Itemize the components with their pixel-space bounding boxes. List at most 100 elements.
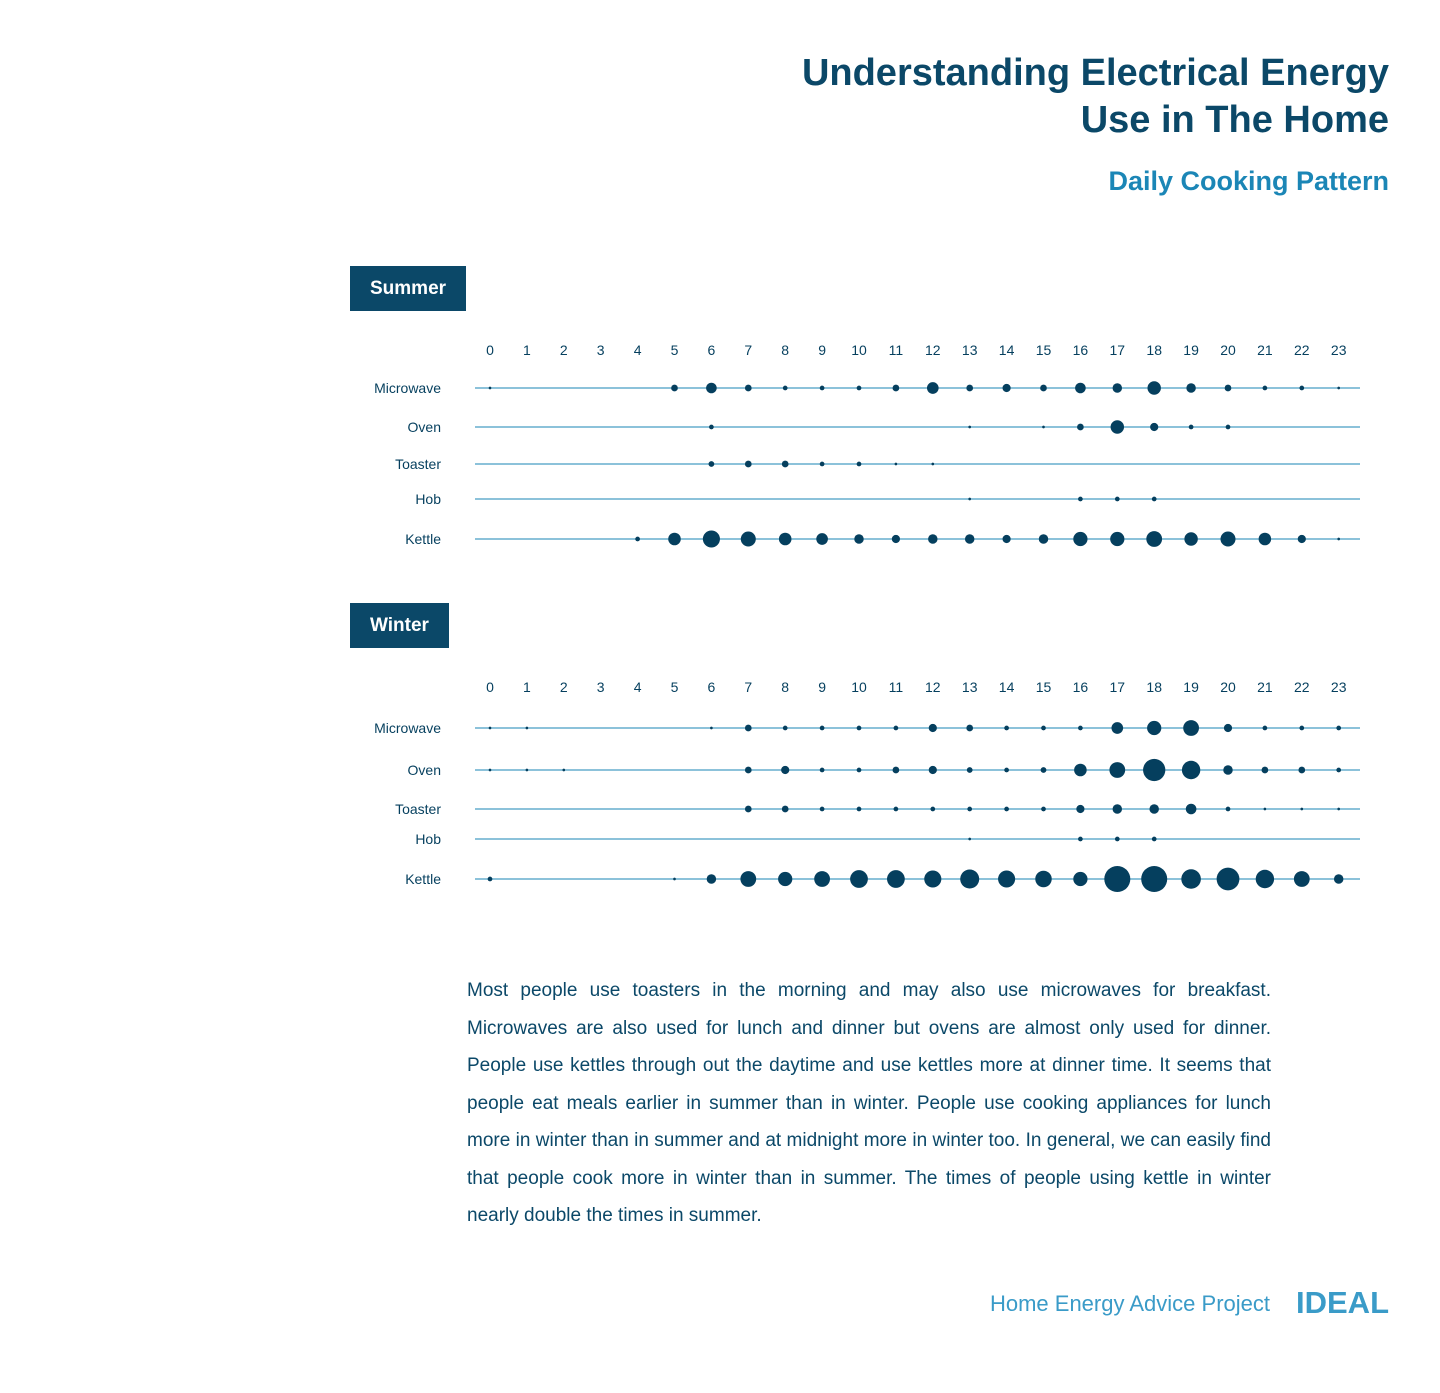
winter-oven-bubble-17 — [1109, 762, 1126, 778]
summer-hour-tick-4: 4 — [634, 342, 642, 358]
summer-kettle-bubble-20 — [1220, 531, 1236, 547]
page-title: Understanding Electrical Energy Use in T… — [802, 50, 1389, 144]
winter-kettle-bubble-21 — [1255, 869, 1275, 889]
summer-microwave-bubble-16 — [1075, 382, 1086, 394]
summer-microwave-bubble-8 — [782, 385, 788, 391]
winter-hour-tick-23: 23 — [1331, 679, 1347, 695]
summer-toaster-bubble-6 — [708, 461, 715, 467]
summer-kettle-bubble-22 — [1297, 534, 1306, 544]
winter-hour-tick-0: 0 — [486, 679, 494, 695]
winter-hour-tick-1: 1 — [523, 679, 531, 695]
summer-hob-bubble-17 — [1114, 496, 1120, 502]
winter-hour-tick-15: 15 — [1036, 679, 1052, 695]
summer-hour-tick-19: 19 — [1183, 342, 1199, 358]
winter-row-label-toaster: Toaster — [395, 801, 441, 817]
summer-kettle-bubble-9 — [816, 533, 828, 545]
winter-microwave-bubble-8 — [782, 725, 788, 731]
summer-microwave-bubble-17 — [1112, 383, 1123, 393]
summer-kettle-bubble-6 — [702, 530, 720, 548]
winter-microwave-bubble-21 — [1262, 725, 1268, 731]
winter-hour-tick-17: 17 — [1110, 679, 1126, 695]
summer-microwave-bubble-10 — [856, 385, 862, 391]
winter-hour-tick-18: 18 — [1146, 679, 1162, 695]
winter-microwave-bubble-16 — [1078, 725, 1083, 731]
winter-oven-bubble-20 — [1223, 765, 1233, 775]
winter-kettle-bubble-17 — [1104, 865, 1131, 893]
winter-oven-bubble-18 — [1143, 758, 1166, 782]
summer-kettle-bubble-21 — [1258, 532, 1272, 546]
winter-hour-tick-16: 16 — [1073, 679, 1089, 695]
summer-microwave-bubble-21 — [1262, 385, 1268, 391]
winter-hob-bubble-13 — [968, 837, 972, 841]
winter-toaster-bubble-16 — [1076, 804, 1085, 814]
summer-microwave-bubble-9 — [819, 385, 825, 391]
page-subtitle: Daily Cooking Pattern — [1108, 166, 1389, 196]
winter-microwave-bubble-18 — [1147, 720, 1162, 736]
winter-kettle-bubble-15 — [1035, 870, 1052, 888]
winter-microwave-bubble-13 — [966, 724, 974, 732]
summer-kettle-bubble-10 — [854, 534, 864, 544]
summer-microwave-bubble-7 — [744, 384, 752, 392]
summer-hour-tick-3: 3 — [597, 342, 605, 358]
winter-kettle-bubble-22 — [1293, 871, 1310, 887]
summer-kettle-bubble-5 — [668, 532, 681, 546]
winter-toaster-bubble-8 — [781, 805, 789, 813]
summer-kettle-bubble-18 — [1146, 531, 1163, 547]
winter-microwave-bubble-23 — [1336, 725, 1342, 731]
winter-oven-bubble-16 — [1074, 763, 1087, 777]
summer-hour-tick-5: 5 — [671, 342, 679, 358]
summer-kettle-bubble-4 — [635, 536, 640, 542]
winter-hour-tick-9: 9 — [818, 679, 826, 695]
winter-oven-bubble-23 — [1336, 767, 1342, 773]
winter-oven-bubble-19 — [1181, 760, 1201, 780]
winter-toaster-bubble-10 — [856, 806, 862, 812]
winter-microwave-bubble-1 — [525, 726, 529, 730]
winter-hob-bubble-18 — [1151, 836, 1157, 842]
winter-hour-tick-21: 21 — [1257, 679, 1273, 695]
winter-hour-tick-13: 13 — [962, 679, 978, 695]
winter-microwave-bubble-10 — [856, 725, 862, 731]
summer-toaster-bubble-7 — [744, 460, 752, 468]
summer-oven-bubble-17 — [1110, 420, 1125, 434]
winter-hour-tick-5: 5 — [671, 679, 679, 695]
description-paragraph: Most people use toasters in the morning … — [467, 980, 1271, 1226]
winter-toaster-bubble-12 — [930, 806, 936, 812]
winter-toaster-bubble-22 — [1300, 807, 1304, 811]
summer-kettle-bubble-15 — [1038, 534, 1049, 544]
winter-oven-bubble-15 — [1040, 767, 1047, 773]
winter-row-label-hob: Hob — [415, 831, 441, 847]
summer-hour-tick-14: 14 — [999, 342, 1015, 358]
winter-oven-bubble-13 — [966, 767, 973, 773]
winter-hob-bubble-17 — [1114, 836, 1120, 842]
winter-toaster-bubble-13 — [967, 806, 973, 812]
summer-microwave-bubble-13 — [966, 384, 974, 392]
winter-hour-tick-12: 12 — [925, 679, 941, 695]
summer-hour-tick-20: 20 — [1220, 342, 1236, 358]
winter-kettle-bubble-7 — [740, 871, 757, 887]
winter-toaster-bubble-15 — [1041, 806, 1046, 812]
summer-row-label-oven: Oven — [408, 419, 441, 435]
summer-hour-tick-2: 2 — [560, 342, 568, 358]
summer-microwave-bubble-6 — [706, 382, 717, 394]
winter-oven-bubble-21 — [1261, 766, 1269, 774]
winter-oven-bubble-11 — [892, 766, 900, 774]
summer-kettle-bubble-7 — [740, 531, 756, 547]
summer-oven-bubble-18 — [1150, 422, 1159, 432]
winter-kettle-bubble-23 — [1333, 874, 1344, 884]
winter-microwave-bubble-15 — [1041, 725, 1046, 731]
winter-hob-bubble-16 — [1078, 836, 1083, 842]
summer-row-label-kettle: Kettle — [405, 531, 441, 547]
summer-kettle-bubble-13 — [964, 534, 975, 544]
winter-toaster-bubble-7 — [744, 805, 752, 813]
winter-kettle-bubble-5 — [673, 877, 676, 881]
summer-hob-bubble-16 — [1078, 496, 1083, 502]
summer-bubble-chart: 0 1 2 3 4 5 6 7 8 9 10 11 12 13 14 15 16 17 18 19 20 21 22 23Mi… — [374, 342, 1360, 548]
summer-microwave-bubble-5 — [671, 384, 678, 392]
winter-microwave-bubble-6 — [710, 726, 713, 730]
summer-oven-bubble-15 — [1042, 425, 1045, 429]
summer-label: Summer — [350, 266, 467, 311]
winter-hour-tick-2: 2 — [560, 679, 568, 695]
summer-microwave-bubble-15 — [1040, 384, 1047, 392]
summer-kettle-bubble-19 — [1184, 532, 1198, 546]
winter-kettle-bubble-12 — [924, 870, 942, 888]
